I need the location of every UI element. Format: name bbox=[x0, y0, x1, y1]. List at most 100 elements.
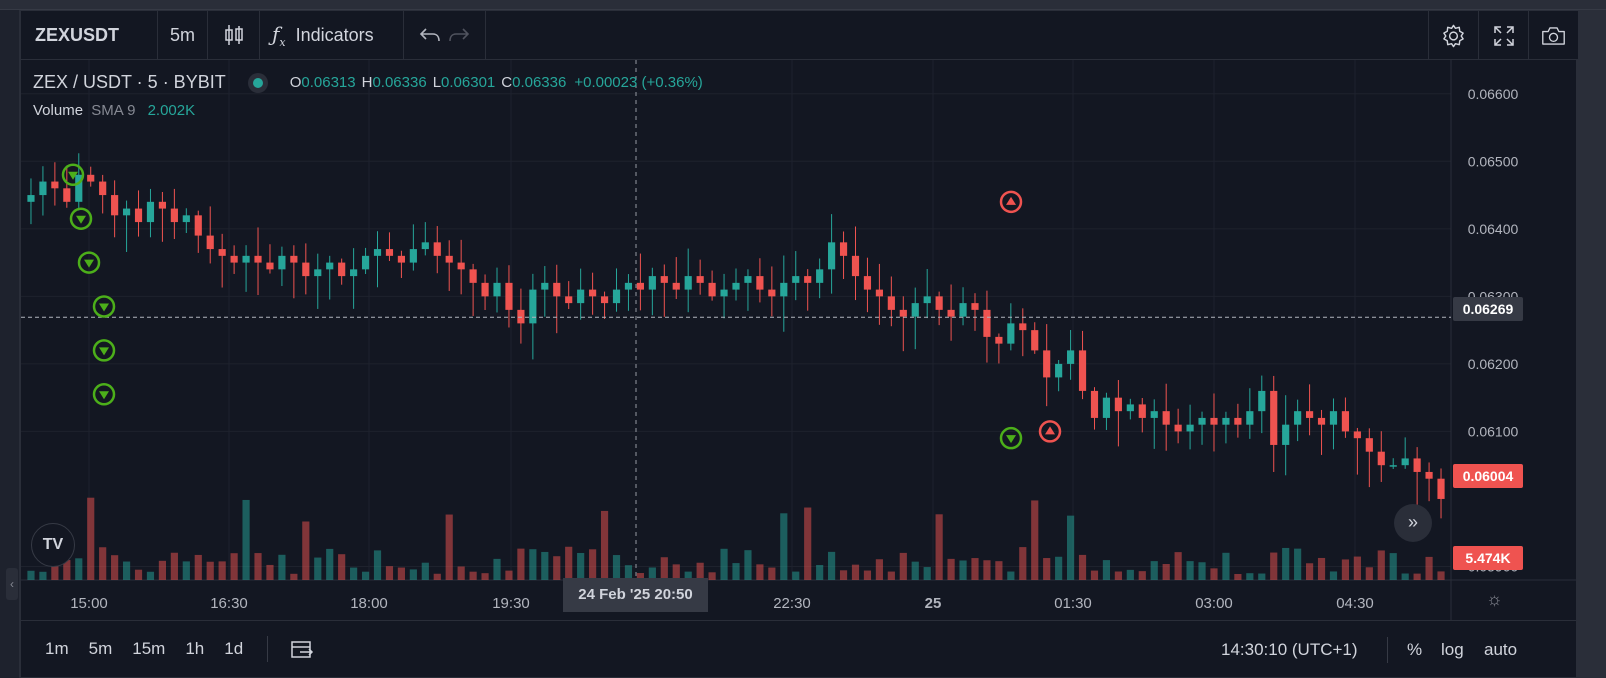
log-scale-toggle[interactable]: log bbox=[1441, 621, 1464, 678]
volume-bar bbox=[553, 556, 560, 580]
axis-settings-icon[interactable]: ☼ bbox=[1486, 589, 1503, 610]
candle-body bbox=[1258, 391, 1265, 411]
sell-signal-arrow bbox=[99, 391, 109, 399]
price-axis-label: 0.06600 bbox=[1468, 86, 1519, 102]
candle-body bbox=[231, 256, 238, 263]
tradingview-logo-icon[interactable]: TV bbox=[31, 523, 75, 567]
candle-body bbox=[900, 310, 907, 317]
snapshot-button[interactable] bbox=[1528, 11, 1578, 60]
candle-body bbox=[422, 242, 429, 249]
candle-body bbox=[852, 256, 859, 276]
volume-bar bbox=[27, 571, 34, 580]
sell-signal-arrow bbox=[1006, 435, 1016, 443]
candle-body bbox=[266, 263, 273, 270]
candle-body bbox=[1210, 418, 1217, 425]
candle-body bbox=[1139, 404, 1146, 418]
candle-body bbox=[1175, 425, 1182, 432]
candle-body bbox=[959, 303, 966, 317]
volume-bar bbox=[1414, 574, 1421, 580]
volume-bar bbox=[171, 553, 178, 580]
range-1h-button[interactable]: 1h bbox=[185, 639, 204, 659]
bottom-divider-right bbox=[1387, 637, 1388, 663]
bottom-toolbar: 1m 5m 15m 1h 1d 14:30:10 (UTC+1) % log a… bbox=[21, 620, 1578, 677]
candle-body bbox=[338, 263, 345, 277]
indicators-button[interactable]: ƒx Indicators bbox=[260, 11, 404, 60]
date-range-icon[interactable] bbox=[290, 639, 314, 659]
candle-body bbox=[99, 182, 106, 196]
volume-bar bbox=[613, 555, 620, 580]
volume-legend[interactable]: Volume SMA 9 2.002K bbox=[33, 102, 195, 119]
volume-bar bbox=[386, 566, 393, 580]
candle-body bbox=[912, 303, 919, 317]
volume-bar bbox=[1270, 553, 1277, 580]
symbol-search-button[interactable]: ZEXUSDT bbox=[21, 11, 158, 60]
candle-body bbox=[804, 276, 811, 283]
volume-bar bbox=[840, 570, 847, 580]
candle-body bbox=[768, 290, 775, 297]
volume-bar bbox=[756, 564, 763, 580]
market-status-icon[interactable] bbox=[248, 73, 268, 93]
volume-bar bbox=[1103, 560, 1110, 580]
volume-legend-sma: SMA 9 bbox=[91, 102, 135, 119]
chart-type-button[interactable] bbox=[208, 11, 260, 60]
volume-bar bbox=[242, 500, 249, 580]
auto-scale-toggle[interactable]: auto bbox=[1484, 621, 1517, 678]
interval-button[interactable]: 5m bbox=[158, 11, 208, 60]
candle-body bbox=[123, 209, 130, 216]
time-axis-label: 03:00 bbox=[1195, 595, 1233, 612]
candle-body bbox=[195, 215, 202, 235]
range-15m-button[interactable]: 15m bbox=[132, 639, 165, 659]
volume-bar bbox=[1019, 547, 1026, 580]
scroll-to-realtime-icon[interactable]: » bbox=[1394, 504, 1432, 542]
sell-signal-arrow bbox=[99, 303, 109, 311]
volume-bar bbox=[1378, 550, 1385, 580]
volume-bar bbox=[517, 549, 524, 580]
volume-bar bbox=[135, 570, 142, 580]
candle-body bbox=[135, 209, 142, 223]
timezone-clock[interactable]: 14:30:10 (UTC+1) bbox=[1221, 621, 1358, 678]
collapse-left-icon[interactable]: ‹ bbox=[6, 568, 18, 600]
volume-bar bbox=[99, 547, 106, 580]
candle-body bbox=[1330, 411, 1337, 425]
redo-icon[interactable] bbox=[448, 26, 470, 44]
range-1m-button[interactable]: 1m bbox=[45, 639, 69, 659]
volume-legend-name: Volume bbox=[33, 102, 83, 119]
candle-body bbox=[649, 276, 656, 290]
candle-body bbox=[398, 256, 405, 263]
price-axis-label: 0.06400 bbox=[1468, 221, 1519, 237]
volume-bar bbox=[1258, 574, 1265, 580]
volume-bar bbox=[1007, 572, 1014, 580]
settings-button[interactable] bbox=[1428, 11, 1478, 60]
candle-body bbox=[876, 290, 883, 297]
candle-body bbox=[493, 283, 500, 297]
candle-body bbox=[290, 256, 297, 263]
chart-pane[interactable]: 0.066000.065000.064000.063000.062000.061… bbox=[21, 60, 1578, 620]
volume-bar bbox=[732, 563, 739, 580]
candle-body bbox=[744, 276, 751, 283]
fullscreen-button[interactable] bbox=[1478, 11, 1528, 60]
candle-body bbox=[637, 283, 644, 290]
volume-bar bbox=[1402, 573, 1409, 580]
chart-canvas[interactable]: 0.066000.065000.064000.063000.062000.061… bbox=[21, 60, 1578, 620]
undo-icon[interactable] bbox=[419, 26, 441, 44]
range-1d-button[interactable]: 1d bbox=[224, 639, 243, 659]
candle-body bbox=[374, 249, 381, 256]
volume-bar bbox=[123, 562, 130, 580]
legend-low-label: L bbox=[433, 74, 441, 91]
candle-body bbox=[936, 296, 943, 310]
candle-body bbox=[565, 296, 572, 303]
candle-body bbox=[1151, 411, 1158, 418]
volume-bar bbox=[565, 547, 572, 580]
candle-body bbox=[350, 269, 357, 276]
percent-scale-toggle[interactable]: % bbox=[1407, 621, 1422, 678]
candle-body bbox=[434, 242, 441, 256]
legend-title[interactable]: ZEX / USDT · 5 · BYBIT bbox=[33, 72, 226, 93]
candle-body bbox=[1163, 411, 1170, 425]
candle-body bbox=[1425, 472, 1432, 479]
candle-body bbox=[1306, 411, 1313, 418]
volume-bar bbox=[924, 567, 931, 580]
volume-bar bbox=[1234, 574, 1241, 580]
indicators-label: Indicators bbox=[296, 25, 374, 46]
range-5m-button[interactable]: 5m bbox=[89, 639, 113, 659]
